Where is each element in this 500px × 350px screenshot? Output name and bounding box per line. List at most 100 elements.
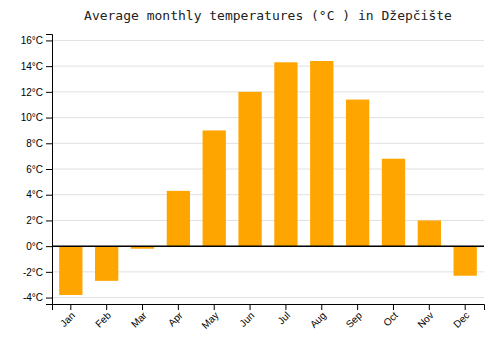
grid-line	[52, 117, 484, 118]
grid-line	[52, 40, 484, 41]
y-tick-label: 16°C	[21, 35, 43, 46]
x-tick-label: Nov	[415, 310, 435, 330]
x-tick-label: Sep	[344, 309, 365, 330]
y-tick-mark	[46, 298, 52, 299]
y-axis: -4°C -2°C 0°C 2°C 4°C 6°C 8°C 10°C 12°C 14°C 16°C	[21, 35, 53, 305]
plot: -4°C -2°C 0°C 2°C 4°C 6°C 8°C 10°C 12°C 14°C 16°C J…	[21, 35, 485, 331]
x-tick: Sep	[344, 304, 365, 330]
y-tick-mark	[46, 143, 52, 144]
x-tick-mark	[142, 304, 143, 310]
grid-line	[52, 66, 484, 67]
y-tick-label: 4°C	[26, 189, 43, 200]
y-tick-label: 10°C	[21, 112, 43, 123]
y-tick-label: -2°C	[23, 267, 43, 278]
x-tick: Jan	[58, 304, 77, 329]
y-tick-mark	[46, 92, 52, 93]
y-tick-mark	[46, 66, 52, 67]
y-tick-label: 6°C	[26, 164, 43, 175]
y-tick: 14°C	[21, 61, 52, 72]
x-tick: Nov	[415, 304, 435, 330]
x-tick: Oct	[381, 304, 400, 328]
y-tick-mark	[46, 220, 52, 221]
bar	[238, 92, 261, 246]
x-tick-mark	[214, 304, 215, 310]
bar	[95, 246, 118, 281]
x-tick-label: Jul	[275, 310, 292, 327]
y-tick-mark	[46, 40, 52, 41]
x-tick-mark	[357, 304, 358, 310]
y-axis-line	[46, 35, 53, 305]
x-tick-mark	[429, 304, 430, 310]
chart-container: -4°C -2°C 0°C 2°C 4°C 6°C 8°C 10°C 12°C 14°C 16°C J…	[0, 0, 500, 350]
x-tick-mark	[106, 304, 107, 310]
x-tick: Aug	[308, 304, 328, 330]
x-tick-mark	[393, 304, 394, 310]
y-tick: -2°C	[23, 267, 52, 278]
y-tick: 12°C	[21, 87, 52, 98]
bar	[382, 159, 405, 246]
y-tick-mark	[46, 169, 52, 170]
x-axis: Jan Feb Mar Apr May Jun Jul Aug Sep Oct Nov Dec	[53, 304, 485, 331]
bar	[203, 130, 226, 246]
x-tick: Apr	[166, 304, 185, 328]
x-tick: Dec	[451, 304, 471, 330]
bar	[454, 246, 477, 276]
bar	[346, 100, 369, 247]
bars	[59, 61, 477, 295]
x-tick-mark	[178, 304, 179, 310]
x-tick-mark	[70, 304, 71, 310]
bar	[274, 62, 297, 246]
x-tick-label: Jan	[58, 310, 77, 329]
bar	[418, 220, 441, 246]
y-tick: 6°C	[26, 164, 52, 175]
y-tick-label: 2°C	[26, 215, 43, 226]
chart-svg: -4°C -2°C 0°C 2°C 4°C 6°C 8°C 10°C 12°C 14°C 16°C J…	[0, 0, 500, 350]
y-tick-mark	[46, 246, 52, 247]
y-tick-mark	[46, 195, 52, 196]
zero-line	[52, 245, 484, 247]
grid-line	[52, 143, 484, 144]
y-tick-label: 12°C	[21, 87, 43, 98]
x-tick-mark	[321, 304, 322, 310]
bar	[310, 61, 333, 246]
x-tick: May	[199, 304, 220, 331]
y-tick-mark	[46, 118, 52, 119]
grid-line	[52, 246, 484, 247]
y-tick: 10°C	[21, 112, 52, 123]
x-tick-mark	[465, 304, 466, 310]
y-tick-mark	[46, 272, 52, 273]
bar	[59, 246, 82, 295]
x-tick-mark	[250, 304, 251, 310]
x-tick-label: Dec	[451, 310, 471, 330]
y-tick: 4°C	[26, 189, 52, 200]
y-tick: 8°C	[26, 138, 52, 149]
x-axis-line	[53, 305, 485, 311]
x-tick-label: Oct	[381, 310, 400, 329]
title: Average monthly temperatures (°C ) in Dž…	[84, 8, 452, 23]
grid	[52, 40, 484, 297]
y-tick: 0°C	[26, 241, 52, 252]
x-tick-label: Feb	[93, 309, 113, 329]
y-tick-label: -4°C	[23, 292, 43, 303]
y-tick-label: 0°C	[26, 241, 43, 252]
x-tick-label: Apr	[166, 309, 185, 328]
x-tick-label: Mar	[129, 309, 149, 329]
grid-line	[52, 169, 484, 170]
bar	[167, 191, 190, 246]
grid-line	[52, 297, 484, 298]
x-tick: Jun	[237, 304, 256, 329]
x-tick: Mar	[129, 304, 149, 330]
y-tick: 16°C	[21, 35, 52, 46]
x-tick: Feb	[93, 304, 113, 330]
x-tick-mark	[285, 304, 286, 310]
y-tick: -4°C	[23, 292, 52, 303]
grid-line	[52, 91, 484, 92]
x-tick-label: May	[199, 310, 220, 331]
x-tick-label: Jun	[237, 310, 256, 329]
y-tick: 2°C	[26, 215, 52, 226]
x-tick: Jul	[275, 304, 292, 326]
grid-line	[52, 194, 484, 195]
x-tick-label: Aug	[308, 310, 328, 330]
y-tick-label: 14°C	[21, 61, 43, 72]
y-tick-label: 8°C	[26, 138, 43, 149]
